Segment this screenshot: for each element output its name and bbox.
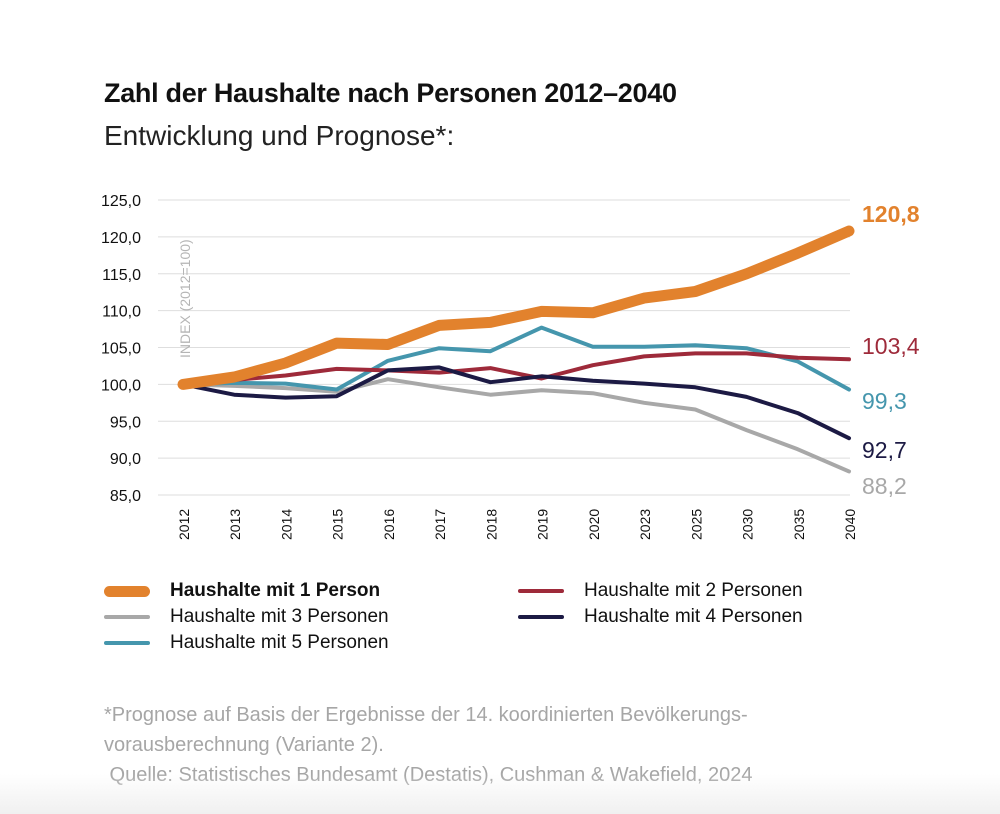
series-line-4 (181, 365, 851, 441)
chart-title: Zahl der Haushalte nach Personen 2012–20… (104, 78, 677, 108)
bottom-fade (0, 774, 1000, 814)
end-label-1: 120,8 (862, 201, 920, 227)
series-line-1 (177, 225, 855, 390)
x-tick-label: 2023 (637, 509, 653, 540)
y-tick-label: 95,0 (110, 414, 141, 431)
x-tick-label: 2014 (278, 509, 294, 540)
legend-label: Haushalte mit 3 Personen (170, 606, 389, 627)
series-line-2 (181, 351, 851, 387)
footnote-line-1: *Prognose auf Basis der Ergebnisse der 1… (104, 704, 748, 726)
y-tick-label: 85,0 (110, 488, 141, 505)
series-line-5 (181, 325, 851, 392)
legend-label: Haushalte mit 2 Personen (584, 580, 803, 601)
x-tick-label: 2019 (535, 509, 551, 540)
series-lines (177, 225, 855, 474)
legend-item-1-person[interactable]: Haushalte mit 1 Person (104, 580, 380, 602)
y-tick-label: 115,0 (102, 267, 141, 284)
end-label-4: 92,7 (862, 437, 907, 463)
end-label-2: 103,4 (862, 333, 920, 359)
line-chart: 125,0 120,0 115,0 110,0 105,0 100,0 95,0 90,0 85… (101, 193, 920, 540)
end-labels: 120,8 103,4 88,2 92,7 99,3 (862, 201, 920, 499)
legend-swatch-1-person (104, 585, 150, 597)
legend-item-3-persons[interactable]: Haushalte mit 3 Personen (104, 606, 389, 628)
series-line-3 (181, 377, 851, 474)
x-tick-label: 2013 (227, 509, 243, 540)
footnote-line-2: vorausberechnung (Variante 2). (104, 734, 384, 756)
legend-swatch-4-persons (518, 615, 564, 619)
x-axis-ticks: 2012 2013 2014 2015 2016 2017 2018 2019 2020 2023… (176, 509, 858, 540)
y-tick-label: 120,0 (101, 230, 141, 247)
x-tick-label: 2025 (688, 509, 704, 540)
x-tick-label: 2040 (842, 509, 858, 540)
legend-label: Haushalte mit 4 Personen (584, 606, 803, 627)
legend-swatch-3-persons (104, 615, 150, 619)
y-tick-label: 125,0 (101, 193, 141, 210)
x-tick-label: 2012 (176, 509, 192, 540)
y-axis-label: INDEX (2012=100) (177, 239, 193, 358)
x-tick-label: 2018 (483, 509, 499, 540)
end-label-5: 99,3 (862, 388, 907, 414)
x-tick-label: 2020 (586, 509, 602, 540)
legend-swatch-5-persons (104, 641, 150, 645)
y-axis-ticks: 125,0 120,0 115,0 110,0 105,0 100,0 95,0 90,0 85… (101, 193, 141, 505)
y-tick-label: 110,0 (102, 304, 141, 321)
x-tick-label: 2016 (381, 509, 397, 540)
x-tick-label: 2030 (740, 509, 756, 540)
y-tick-label: 100,0 (101, 377, 141, 394)
x-tick-label: 2035 (791, 509, 807, 540)
legend-label: Haushalte mit 5 Personen (170, 632, 389, 653)
legend-item-2-persons[interactable]: Haushalte mit 2 Personen (518, 580, 803, 602)
legend-item-5-persons[interactable]: Haushalte mit 5 Personen (104, 632, 389, 654)
y-tick-label: 105,0 (101, 341, 141, 358)
x-tick-label: 2015 (330, 509, 346, 540)
y-tick-label: 90,0 (110, 451, 141, 468)
end-label-3: 88,2 (862, 473, 907, 499)
x-tick-label: 2017 (432, 509, 448, 540)
legend-item-4-persons[interactable]: Haushalte mit 4 Personen (518, 606, 803, 628)
chart-subtitle: Entwicklung und Prognose*: (104, 120, 455, 151)
legend-swatch-2-persons (518, 589, 564, 593)
legend-label: Haushalte mit 1 Person (170, 580, 381, 601)
